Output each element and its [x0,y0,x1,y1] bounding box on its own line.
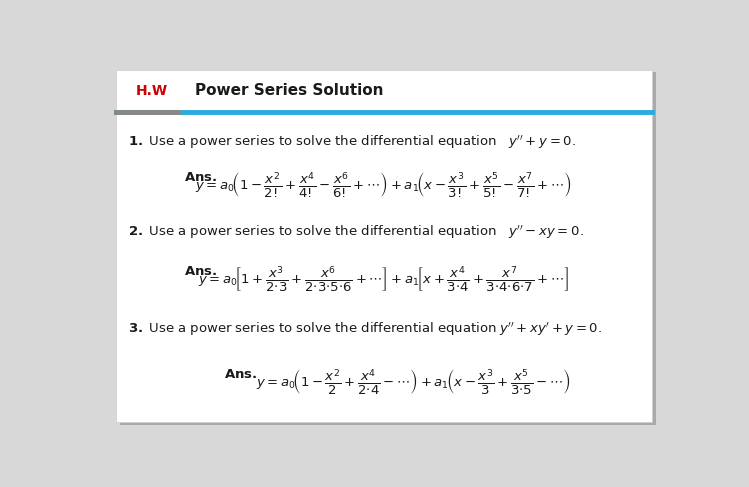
Text: $\mathbf{2.}\;$Use a power series to solve the differential equation$\quad y^{\p: $\mathbf{2.}\;$Use a power series to sol… [129,224,584,241]
Text: Power Series Solution: Power Series Solution [195,83,383,98]
Text: $\mathbf{Ans.}$: $\mathbf{Ans.}$ [224,368,258,381]
Text: $y =a_0\!\left(1 - \dfrac{x^2}{2!} + \dfrac{x^4}{4!} - \dfrac{x^6}{6!} + \cdots\: $y =a_0\!\left(1 - \dfrac{x^2}{2!} + \df… [195,171,572,200]
Text: $\mathbf{Ans.}$: $\mathbf{Ans.}$ [184,264,217,278]
Text: $y = a_0\!\left[1 + \dfrac{x^3}{2{\cdot}3} + \dfrac{x^6}{2{\cdot}3{\cdot}5{\cdot: $y = a_0\!\left[1 + \dfrac{x^3}{2{\cdot}… [198,264,569,295]
FancyBboxPatch shape [120,72,656,425]
Text: $y = a_0\!\left(1 - \dfrac{x^2}{2} + \dfrac{x^4}{2{\cdot}4} - \cdots\right) + a_: $y = a_0\!\left(1 - \dfrac{x^2}{2} + \df… [255,368,570,397]
Text: $\mathbf{Ans.}$: $\mathbf{Ans.}$ [184,171,217,184]
Text: H.W: H.W [136,84,168,98]
Text: $\mathbf{3.}\;$Use a power series to solve the differential equation$\; y^{\prim: $\mathbf{3.}\;$Use a power series to sol… [129,321,602,338]
Text: $\mathbf{1.}\;$Use a power series to solve the differential equation$\quad y^{\p: $\mathbf{1.}\;$Use a power series to sol… [129,133,577,151]
FancyBboxPatch shape [115,70,652,422]
